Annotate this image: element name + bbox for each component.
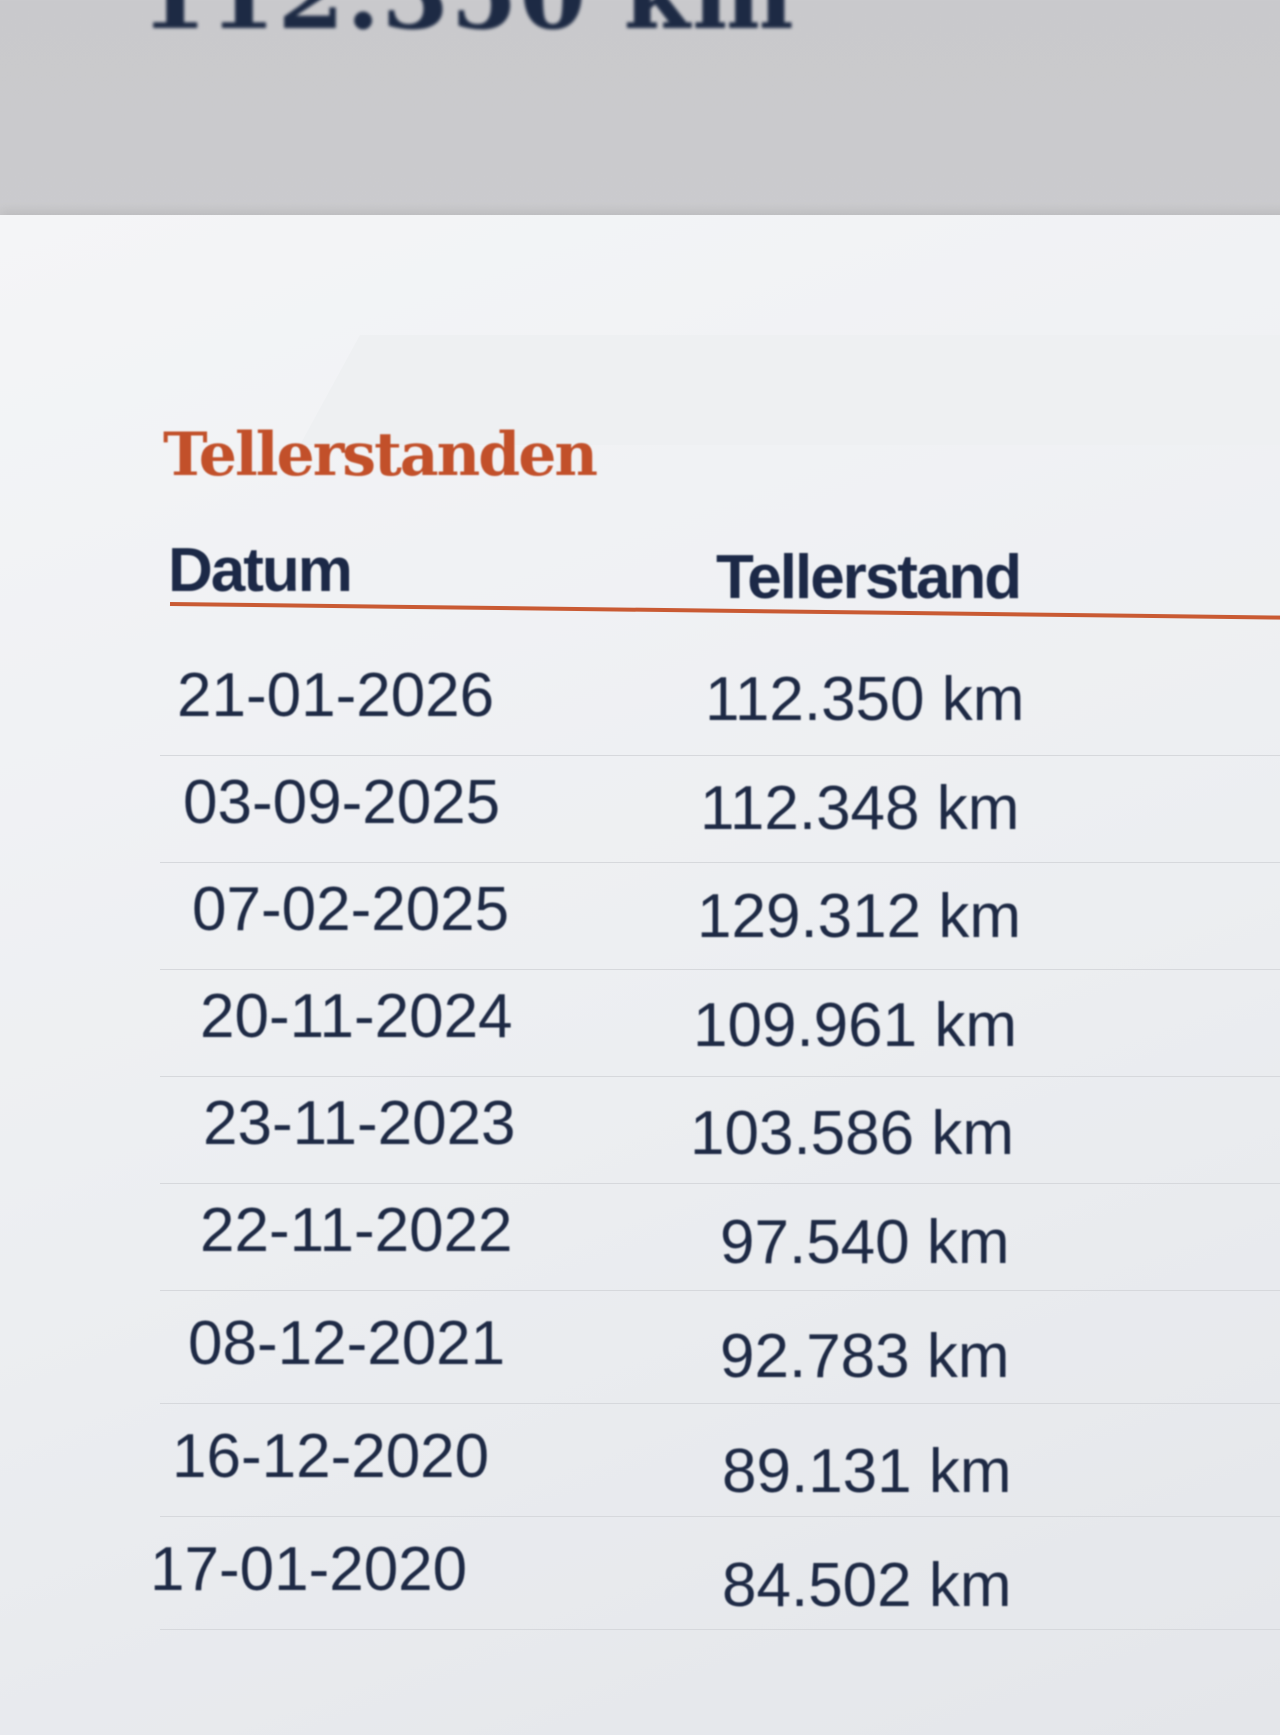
column-header-reading: Tellerstand [716,543,1022,612]
current-mileage: 112.350 km [140,0,796,51]
table-row: 07-02-2025 129.312 km [0,874,1280,984]
column-header-date: Datum [168,536,353,605]
row-divider [160,1516,1280,1517]
row-divider [160,969,1280,970]
table-row: 22-11-2022 97.540 km [0,1195,1280,1305]
table-row: 21-01-2026 112.350 km [0,660,1280,770]
row-divider [160,862,1280,863]
row-date: 08-12-2021 [188,1309,506,1378]
table-row: 20-11-2024 109.961 km [0,981,1280,1091]
table-row: 08-12-2021 92.783 km [0,1308,1280,1418]
table-row: 23-11-2023 103.586 km [0,1088,1280,1198]
row-date: 21-01-2026 [177,661,495,730]
table-row: 16-12-2020 89.131 km [0,1421,1280,1531]
row-reading: 109.961 km [693,990,1017,1060]
row-reading: 112.350 km [705,665,1025,734]
row-reading: 92.783 km [720,1322,1010,1391]
row-date: 07-02-2025 [192,875,510,944]
row-divider [160,1183,1280,1184]
row-reading: 97.540 km [720,1207,1010,1277]
row-date: 22-11-2022 [200,1196,513,1265]
row-reading: 84.502 km [722,1551,1012,1620]
row-divider [160,755,1280,756]
row-divider [160,1076,1280,1077]
row-date: 23-11-2023 [203,1089,516,1158]
table-row: 03-09-2025 112.348 km [0,767,1280,877]
row-date: 03-09-2025 [183,768,501,837]
row-reading: 89.131 km [722,1436,1012,1506]
row-date: 17-01-2020 [150,1535,468,1604]
row-date: 20-11-2024 [200,982,513,1051]
row-divider [160,1629,1280,1630]
document-sheet [0,215,1280,1735]
table-row: 17-01-2020 84.502 km [0,1534,1280,1644]
row-reading: 112.348 km [700,773,1020,843]
section-title: Tellerstanden [163,420,598,490]
sheet-tab [300,335,1280,445]
row-divider [160,1290,1280,1291]
row-reading: 129.312 km [697,882,1021,951]
row-divider [160,1403,1280,1404]
row-reading: 103.586 km [690,1099,1014,1168]
row-date: 16-12-2020 [172,1422,490,1491]
